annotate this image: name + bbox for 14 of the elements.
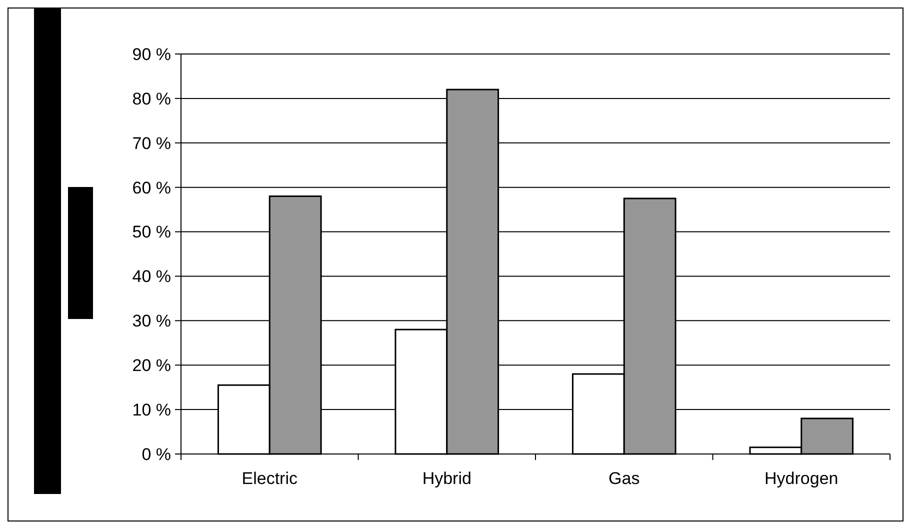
y-tick-label: 20 % [132,356,171,376]
x-tick-label: Gas [608,469,640,488]
x-tick-label: Hybrid [422,469,472,488]
y-tick-label: 10 % [132,400,171,420]
y-tick-label: 0 % [142,444,171,464]
y-tick-label: 30 % [132,312,171,331]
y-tick-label: 50 % [132,222,171,242]
y-tick-label: 90 % [132,44,171,64]
y-tick-label: 70 % [132,134,171,153]
y-tick-label: 60 % [132,178,171,198]
x-tick-label: Electric [242,469,298,488]
y-tick-label: 40 % [132,267,171,286]
x-tick-label: Hydrogen [764,469,838,488]
y-tick-label: 80 % [132,89,171,108]
